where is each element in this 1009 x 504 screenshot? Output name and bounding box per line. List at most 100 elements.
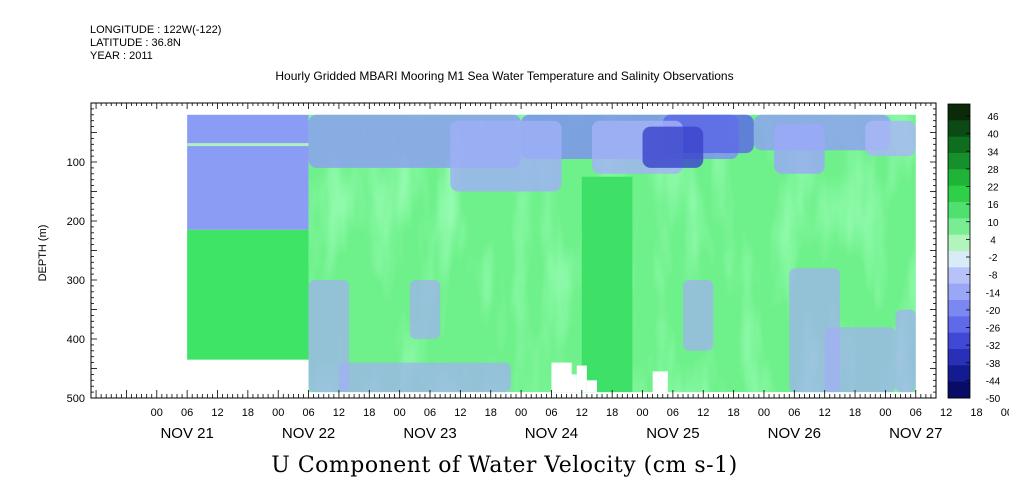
y-tick-label: 400 (67, 334, 85, 346)
colorbar-swatch (948, 202, 970, 219)
colorbar-border (947, 103, 971, 399)
blue-streak (409, 280, 441, 339)
x-day-label: NOV 23 (403, 425, 456, 442)
colorbar-label: -8 (989, 271, 998, 282)
colorbar-label: 28 (987, 165, 999, 176)
colorbar-label: -2 (989, 253, 998, 264)
y-tick-label: 200 (67, 216, 85, 228)
data-gap (576, 365, 587, 393)
x-day-label: NOV 22 (282, 425, 335, 442)
x-hour-label: 18 (727, 407, 739, 419)
data-gap (652, 371, 668, 393)
x-hour-label: 00 (515, 407, 527, 419)
colorbar-label: 22 (987, 183, 999, 194)
data-gap (586, 380, 597, 393)
x-hour-label: 00 (1001, 407, 1009, 419)
colorbar-label: -38 (986, 359, 1001, 370)
blue-streak (308, 280, 350, 393)
x-hour-label: 00 (272, 407, 284, 419)
x-day-label: NOV 24 (525, 425, 578, 442)
x-hour-label: 06 (667, 407, 679, 419)
colorbar-swatch (948, 267, 970, 285)
x-hour-label: 12 (333, 407, 345, 419)
x-day-label: NOV 25 (646, 425, 699, 442)
colorbar-swatch (948, 381, 970, 399)
x-hour-label: 18 (970, 407, 982, 419)
colorbar-swatch (948, 104, 970, 121)
green-fill-block (581, 176, 633, 393)
blue-patch (865, 120, 916, 157)
x-hour-label: 18 (606, 407, 618, 419)
x-hour-label: 00 (758, 407, 770, 419)
y-tick-label: 100 (67, 157, 85, 169)
blue-streak (895, 309, 916, 393)
x-hour-label: 12 (576, 407, 588, 419)
x-hour-label: 06 (424, 407, 436, 419)
velocity-field (187, 114, 916, 393)
early-light-band (187, 143, 309, 147)
colorbar-swatch (948, 300, 970, 317)
x-day-label: NOV 26 (768, 425, 821, 442)
x-hour-label: 00 (879, 407, 891, 419)
x-hour-label: 12 (211, 407, 223, 419)
x-hour-label: 00 (151, 407, 163, 419)
colorbar-swatch (948, 365, 970, 383)
x-hour-label: 06 (181, 407, 193, 419)
early-green-block (187, 229, 309, 360)
blue-streak (338, 362, 511, 393)
data-gap (561, 374, 577, 393)
blue-patch (450, 120, 562, 192)
x-hour-label: 12 (697, 407, 709, 419)
x-hour-label: 12 (454, 407, 466, 419)
x-hour-label: 06 (788, 407, 800, 419)
colorbar-swatch (948, 316, 970, 334)
y-axis: 100 200 300 400 500 (67, 102, 936, 405)
colorbar-swatch (948, 120, 970, 138)
x-hour-label: 00 (636, 407, 648, 419)
colorbar-label: 4 (990, 235, 996, 246)
blue-streak (824, 327, 896, 393)
colorbar-swatch (948, 153, 970, 170)
x-hour-label: 18 (485, 407, 497, 419)
x-hour-label: 06 (910, 407, 922, 419)
colorbar-swatch (948, 169, 970, 187)
colorbar-label: 16 (987, 200, 999, 211)
blue-patch (642, 126, 704, 168)
colorbar-label: -26 (986, 324, 1001, 335)
colorbar-label: -14 (986, 288, 1001, 299)
colorbar-label: -50 (986, 394, 1001, 405)
x-axis: 00 06 12 18 00 06 12 18 00 06 12 18 00 06 12 18 00 06 12 18… (90, 390, 1009, 442)
blue-streak (683, 280, 714, 351)
blue-patch (774, 123, 825, 174)
longitude-label: LONGITUDE : 122W(-122) (90, 24, 222, 36)
x-hour-label: 06 (302, 407, 314, 419)
x-hour-label: 12 (819, 407, 831, 419)
year-label: YEAR : 2011 (90, 50, 153, 62)
x-day-label: NOV 27 (889, 425, 942, 442)
x-axis-title: U Component of Water Velocity (cm s-1) (271, 453, 738, 478)
colorbar-swatch (948, 332, 970, 350)
colorbar-swatch (948, 251, 970, 268)
colorbar-label: -44 (986, 376, 1001, 387)
colorbar: 46 40 34 28 22 16 10 4 -2 -8 -14 -20 -26 -32 -38 -44 -50 (947, 103, 1001, 405)
colorbar-label: 46 (987, 112, 999, 123)
latitude-label: LATITUDE : 36.8N (90, 37, 181, 49)
y-tick-label: 500 (67, 393, 85, 405)
colorbar-swatch (948, 283, 970, 301)
x-day-label: NOV 21 (160, 425, 213, 442)
colorbar-swatch (948, 234, 970, 252)
early-blue-block (187, 114, 309, 230)
colorbar-label: -32 (986, 341, 1001, 352)
colorbar-label: 10 (987, 218, 999, 229)
x-hour-label: 18 (363, 407, 375, 419)
chart-title: Hourly Gridded MBARI Mooring M1 Sea Wate… (275, 69, 734, 83)
x-hour-label: 18 (849, 407, 861, 419)
colorbar-label: 34 (987, 147, 999, 158)
colorbar-label: -20 (986, 306, 1001, 317)
colorbar-swatch (948, 136, 970, 154)
colorbar-swatch (948, 349, 970, 366)
x-hour-label: 12 (940, 407, 952, 419)
colorbar-swatch (948, 218, 970, 236)
x-hour-label: 00 (394, 407, 406, 419)
